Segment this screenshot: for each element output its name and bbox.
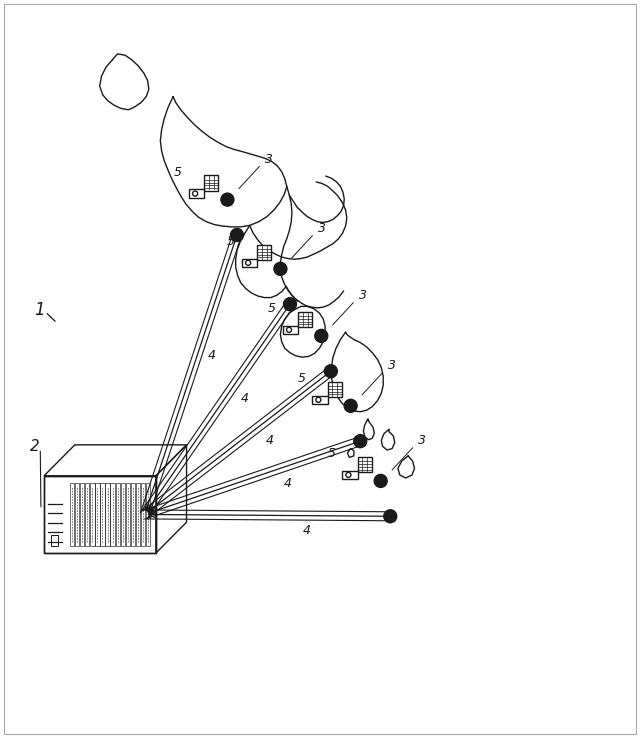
Bar (131, 483, 135, 545)
Bar (70, 483, 74, 545)
Circle shape (284, 297, 296, 311)
Text: 3: 3 (318, 222, 326, 235)
Bar (75, 483, 79, 545)
Bar (90, 483, 95, 545)
Circle shape (315, 329, 328, 342)
Text: 3: 3 (388, 359, 396, 372)
Bar (125, 483, 130, 545)
Text: 4: 4 (241, 393, 248, 405)
Text: 2: 2 (29, 439, 40, 454)
Bar (44, 476, 156, 553)
Bar (342, 471, 358, 479)
Text: 4: 4 (303, 524, 310, 537)
Bar (51, 535, 58, 545)
Text: 5: 5 (298, 372, 305, 385)
Text: 4: 4 (207, 349, 216, 362)
Circle shape (324, 365, 337, 378)
Bar (85, 483, 90, 545)
Text: 1: 1 (34, 301, 44, 319)
Text: 4: 4 (266, 434, 274, 447)
Bar (116, 483, 120, 545)
Circle shape (221, 193, 234, 206)
Bar (257, 244, 271, 260)
Bar (328, 382, 342, 397)
Bar (204, 176, 218, 191)
Bar (146, 483, 150, 545)
Bar (100, 483, 105, 545)
Bar (358, 457, 372, 472)
Bar (106, 483, 109, 545)
Bar (120, 483, 125, 545)
Text: 3: 3 (418, 434, 426, 447)
Bar (95, 483, 100, 545)
Text: 3: 3 (359, 289, 367, 302)
Bar (298, 311, 312, 327)
Text: 3: 3 (265, 153, 273, 165)
Circle shape (374, 475, 387, 487)
Text: 5: 5 (174, 166, 182, 179)
Text: 5: 5 (328, 447, 335, 461)
Bar (136, 483, 140, 545)
Bar (242, 258, 257, 267)
Text: 5: 5 (268, 302, 276, 315)
Circle shape (344, 399, 357, 413)
Bar (141, 483, 145, 545)
Circle shape (274, 263, 287, 275)
Bar (111, 483, 115, 545)
Circle shape (354, 435, 367, 448)
Circle shape (384, 510, 397, 523)
Bar (312, 396, 328, 404)
Bar (80, 483, 84, 545)
Circle shape (230, 229, 243, 241)
Bar (189, 190, 204, 198)
Text: 5: 5 (227, 235, 236, 248)
Bar (283, 325, 298, 334)
Text: 4: 4 (284, 477, 292, 490)
